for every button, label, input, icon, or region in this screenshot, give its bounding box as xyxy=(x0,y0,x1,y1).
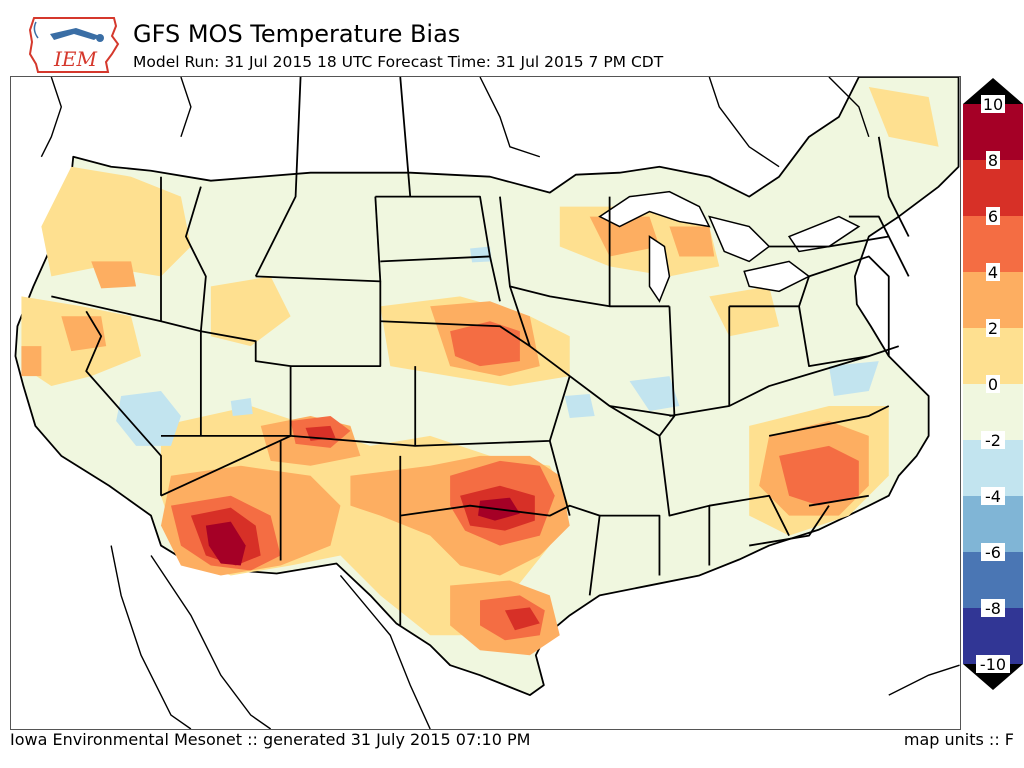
footer-credit: Iowa Environmental Mesonet :: generated … xyxy=(10,730,531,749)
colorbar-tick-label: 10 xyxy=(983,95,1003,114)
logo-text: IEM xyxy=(53,47,98,71)
colorbar-label-bg xyxy=(981,599,1005,617)
colorbar-label-bg xyxy=(981,95,1005,113)
colorbar-tick-label: -10 xyxy=(980,655,1006,674)
bias-contours xyxy=(21,86,939,656)
temperature-bias-map xyxy=(10,76,961,730)
colorbar-bin xyxy=(963,160,1023,216)
state-borders xyxy=(51,77,910,626)
colorbar-label-bg xyxy=(981,431,1005,449)
colorbar-bin xyxy=(963,384,1023,440)
colorbar-tick-label: 2 xyxy=(988,319,998,338)
map-subtitle: Model Run: 31 Jul 2015 18 UTC Forecast T… xyxy=(133,53,664,71)
colorbar-bin xyxy=(963,216,1023,272)
map-units: map units :: F xyxy=(903,730,1014,749)
colorbar-tick-label: -8 xyxy=(985,599,1001,618)
colorbar-label-bg xyxy=(986,263,1000,281)
map-title: GFS MOS Temperature Bias xyxy=(133,20,461,48)
colorbar-bin xyxy=(963,552,1023,608)
colorbar-tick-label: 6 xyxy=(988,207,998,226)
colorbar-label-bg xyxy=(986,319,1000,337)
iem-logo: IEM xyxy=(28,17,120,73)
colorbar-bin xyxy=(963,328,1023,384)
colorbar-label-bg xyxy=(986,375,1000,393)
colorbar-label-bg xyxy=(986,207,1000,225)
colorbar-tick-label: 4 xyxy=(988,263,998,282)
colorbar-label-bg xyxy=(981,543,1005,561)
colorbar-tick-label: -4 xyxy=(985,487,1001,506)
colorbar-tick-label: 8 xyxy=(988,151,998,170)
colorbar: 10 8 6 4 2 0 -2 -4 -6 -8 -10 xyxy=(963,78,1023,690)
colorbar-label-bg xyxy=(981,487,1005,505)
colorbar-tick-label: -6 xyxy=(985,543,1001,562)
colorbar-bin xyxy=(963,496,1023,552)
colorbar-bin xyxy=(963,440,1023,496)
colorbar-tick-label: 0 xyxy=(988,375,998,394)
colorbar-bin xyxy=(963,272,1023,328)
neighbor-outlines xyxy=(40,77,960,729)
colorbar-bin xyxy=(963,104,1023,160)
colorbar-label-bg xyxy=(976,655,1010,673)
colorbar-bin xyxy=(963,608,1023,664)
water-bodies xyxy=(598,190,861,303)
colorbar-over-triangle xyxy=(963,78,1023,104)
colorbar-tick-label: -2 xyxy=(985,431,1001,450)
colorbar-label-bg xyxy=(986,151,1000,169)
